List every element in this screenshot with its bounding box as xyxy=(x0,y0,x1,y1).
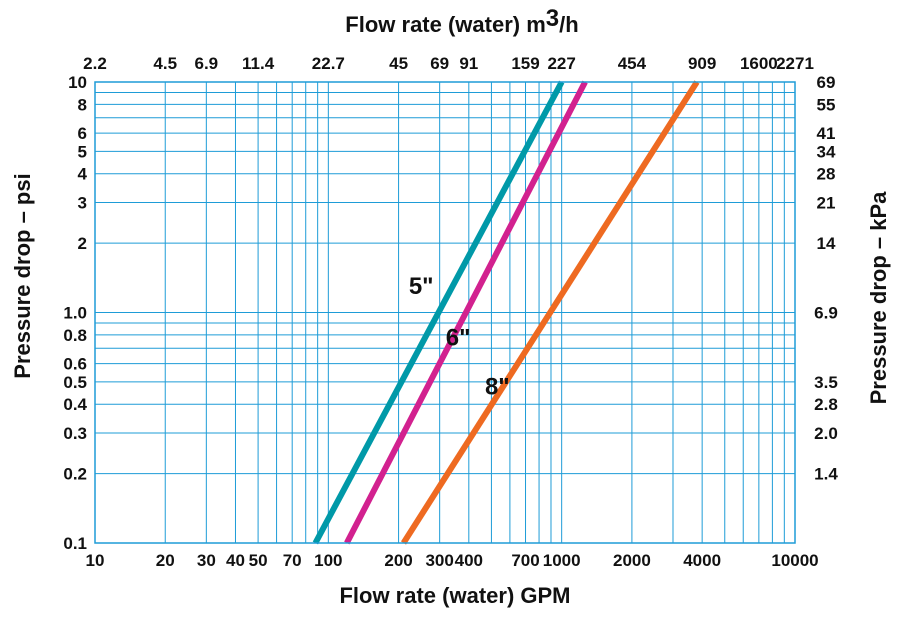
x-top-tick-label: 2271 xyxy=(776,54,814,73)
x-tick-label: 2000 xyxy=(613,551,651,570)
x-tick-label: 300 xyxy=(425,551,453,570)
x-axis-title: Flow rate (water) GPM xyxy=(339,583,570,608)
y-tick-label: 0.5 xyxy=(63,373,87,392)
x-top-tick-label: 45 xyxy=(389,54,408,73)
x-top-tick-label: 454 xyxy=(618,54,647,73)
y-axis-title-right: Pressure drop – kPa xyxy=(866,191,891,405)
y-right-tick-label: 14 xyxy=(817,234,836,253)
y-right-tick-label: 55 xyxy=(817,95,836,114)
x-top-tick-label: 1600 xyxy=(740,54,778,73)
y-right-tick-label: 69 xyxy=(817,73,836,92)
series-label: 5" xyxy=(409,273,434,300)
x-top-tick-label: 22.7 xyxy=(312,54,345,73)
y-tick-label: 4 xyxy=(78,165,88,184)
x-tick-label: 20 xyxy=(156,551,175,570)
y-tick-label: 3 xyxy=(78,194,87,213)
x-tick-label: 30 xyxy=(197,551,216,570)
y-axis-title-left: Pressure drop – psi xyxy=(10,173,35,378)
y-right-tick-label: 34 xyxy=(817,142,836,161)
x-tick-label: 50 xyxy=(249,551,268,570)
plot-frame xyxy=(94,81,796,544)
series-labels: 5" 6" 8" xyxy=(409,273,510,400)
x-axis-title-top: Flow rate (water) m3/h xyxy=(345,5,578,37)
series-label: 8" xyxy=(485,374,510,401)
y-tick-label: 0.8 xyxy=(63,326,87,345)
y-tick-label: 0.4 xyxy=(63,395,87,414)
x-tick-label: 200 xyxy=(384,551,412,570)
x-tick-label: 1000 xyxy=(543,551,581,570)
x-tick-label: 40 xyxy=(226,551,245,570)
y-right-tick-label: 2.8 xyxy=(814,395,838,414)
y-right-tick-label: 21 xyxy=(817,194,836,213)
x-top-tick-label: 909 xyxy=(688,54,716,73)
y-tick-label: 0.3 xyxy=(63,424,87,443)
y-right-tick-label: 6.9 xyxy=(814,304,838,323)
series-line xyxy=(400,80,700,545)
y-right-tick-label: 1.4 xyxy=(814,465,838,484)
x-top-tick-label: 2.2 xyxy=(83,54,107,73)
tick-labels: 10 20 30 40 50 70 100 200 300 400 700 1000 2000 4000 1… xyxy=(63,54,838,570)
x-top-tick-label: 91 xyxy=(459,54,478,73)
x-top-tick-label: 227 xyxy=(547,54,575,73)
y-right-tick-label: 28 xyxy=(817,165,836,184)
x-tick-label: 4000 xyxy=(683,551,721,570)
y-tick-label: 10 xyxy=(68,73,87,92)
x-tick-label: 700 xyxy=(511,551,539,570)
y-tick-label: 2 xyxy=(78,234,87,253)
y-tick-label: 6 xyxy=(78,124,87,143)
series-label: 6" xyxy=(446,324,471,351)
x-top-tick-label: 4.5 xyxy=(153,54,177,73)
series-line xyxy=(344,80,588,545)
x-tick-label: 100 xyxy=(314,551,342,570)
y-tick-label: 8 xyxy=(78,95,87,114)
series-line xyxy=(312,80,565,545)
y-right-tick-label: 2.0 xyxy=(814,424,838,443)
x-top-tick-label: 159 xyxy=(511,54,539,73)
y-tick-label: 1.0 xyxy=(63,304,87,323)
x-top-tick-label: 69 xyxy=(430,54,449,73)
x-top-tick-label: 6.9 xyxy=(195,54,219,73)
y-right-tick-label: 41 xyxy=(817,124,836,143)
x-tick-label: 10 xyxy=(86,551,105,570)
x-tick-label: 400 xyxy=(455,551,483,570)
x-top-tick-label: 11.4 xyxy=(242,54,275,73)
y-tick-label: 5 xyxy=(78,142,87,161)
series-lines xyxy=(312,80,700,545)
x-tick-label: 70 xyxy=(283,551,302,570)
y-tick-label: 0.6 xyxy=(63,355,87,374)
y-tick-label: 0.1 xyxy=(63,534,87,553)
y-right-tick-label: 3.5 xyxy=(814,373,838,392)
y-tick-label: 0.2 xyxy=(63,465,87,484)
x-tick-label: 10000 xyxy=(771,551,818,570)
